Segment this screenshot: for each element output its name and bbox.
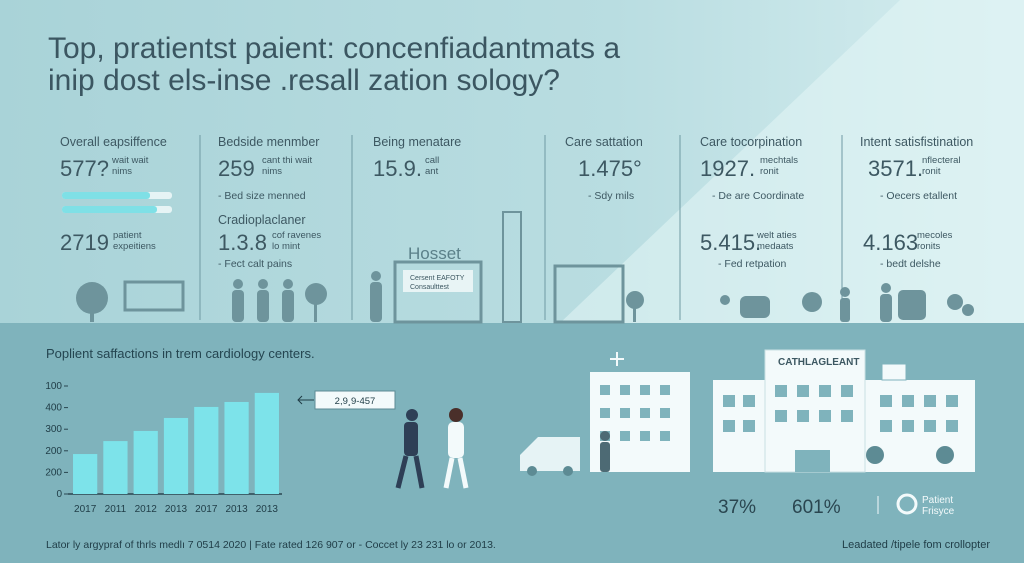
stat-note: medaats [757, 241, 794, 252]
stat-sub: - Sdy mils [588, 190, 634, 202]
stat-note: ant [425, 166, 439, 177]
illustrations [395, 349, 975, 515]
stat-note: nims [112, 166, 132, 177]
x-tick-label: 2013 [225, 504, 248, 515]
x-tick-label: 2017 [74, 504, 97, 515]
y-tick-label: 200 [45, 446, 62, 457]
stat-note: cant thi wait [262, 155, 313, 166]
stat-number: 1.3.8 [218, 230, 267, 255]
y-tick-label: 100 [45, 381, 62, 392]
x-tick-label: 2011 [105, 504, 127, 515]
bar [133, 430, 158, 494]
building-sign: CATHLAGLEANT [778, 357, 859, 368]
x-tick-label: 2013 [256, 504, 279, 515]
title: inip dost els-inse .resall zation sology… [48, 64, 560, 97]
stat-note: patient [113, 230, 142, 241]
bar [103, 441, 128, 494]
stat-number: 577? [60, 156, 109, 181]
stat-heading: Cradioplaclaner [218, 213, 306, 227]
stat-heading: Bedside menmber [218, 135, 319, 149]
stat-sub: - bedt delshe [880, 258, 941, 270]
stat-note: lo mint [272, 241, 300, 252]
x-tick-label: 2013 [165, 504, 188, 515]
y-tick-label: 400 [45, 403, 62, 414]
x-tick-label: 2012 [135, 504, 158, 515]
footer: Leadated /tipele fom crollopter [842, 539, 990, 551]
stat-note: call [425, 155, 439, 166]
footer: Lator ly argypraf of thrls medlı 7 0514 … [46, 539, 496, 551]
stat-heading: Intent satisfistination [860, 135, 973, 149]
y-tick-label: 300 [45, 424, 62, 435]
stat-number: 5.415. [700, 230, 761, 255]
x-tick-label: 2017 [195, 504, 218, 515]
stat-sub: - Oecers etallent [880, 190, 957, 202]
stat-heading: Care sattation [565, 135, 643, 149]
logo-text: Patient [922, 495, 953, 506]
stat-note: ronit [922, 166, 941, 177]
annotation-box [314, 390, 396, 410]
stat-note: expeitiens [113, 241, 156, 252]
stat-sub: - Bed size menned [218, 190, 306, 202]
stat-sub: - De are Coordinate [712, 190, 804, 202]
stat-note: welt aties [756, 230, 797, 241]
y-tick-label: 200 [45, 467, 62, 478]
bar [254, 392, 279, 494]
title: Top, pratientst paient: concenfiadantmat… [48, 32, 620, 65]
logo-text: Frisyce [922, 506, 955, 517]
silhouettes [76, 211, 974, 324]
stat-number: 1927. [700, 156, 755, 181]
stat-note: ronit [760, 166, 779, 177]
stat-number: 4.163 [863, 230, 918, 255]
sign: Consaulttest [410, 284, 449, 291]
annotation: 2,9¸9-457 [335, 396, 376, 407]
annotation-arrow [297, 395, 314, 405]
stat-note: cof ravenes [272, 230, 321, 241]
chart-title: Poplient saffactions in trem cardiology … [46, 346, 315, 361]
stat-number: 1.475° [578, 156, 642, 181]
stat-note: nflecteral [922, 155, 961, 166]
stat-heading: Care tocorpination [700, 135, 802, 149]
stat-number: 15.9. [373, 156, 422, 181]
stat-heading: Being menatare [373, 135, 461, 149]
bar [194, 406, 219, 494]
stat-note: ronits [917, 241, 940, 252]
stat-number: 259 [218, 156, 255, 181]
sign: Cersent EAFOTY [410, 275, 465, 282]
light-beam [560, 0, 1024, 323]
bar [224, 401, 249, 494]
stat: 601% [792, 497, 841, 518]
sign: Hosset [408, 244, 461, 263]
stat-number: 3571. [868, 156, 923, 181]
stat-note: nims [262, 166, 282, 177]
stat-note: mechtals [760, 155, 798, 166]
bar [163, 417, 189, 494]
stat-note: wait wait [111, 155, 149, 166]
stat-number: 2719 [60, 230, 109, 255]
stat-sub: - Fect calt pains [218, 258, 292, 270]
stat: 37% [718, 497, 756, 518]
progress-bars [62, 192, 172, 213]
bar [73, 454, 98, 494]
stat-heading: Overall eapsiffence [60, 135, 167, 149]
stat-sub: - Fed retpation [718, 258, 786, 270]
y-tick-label: 0 [56, 489, 62, 500]
stat-note: mecoles [917, 230, 953, 241]
